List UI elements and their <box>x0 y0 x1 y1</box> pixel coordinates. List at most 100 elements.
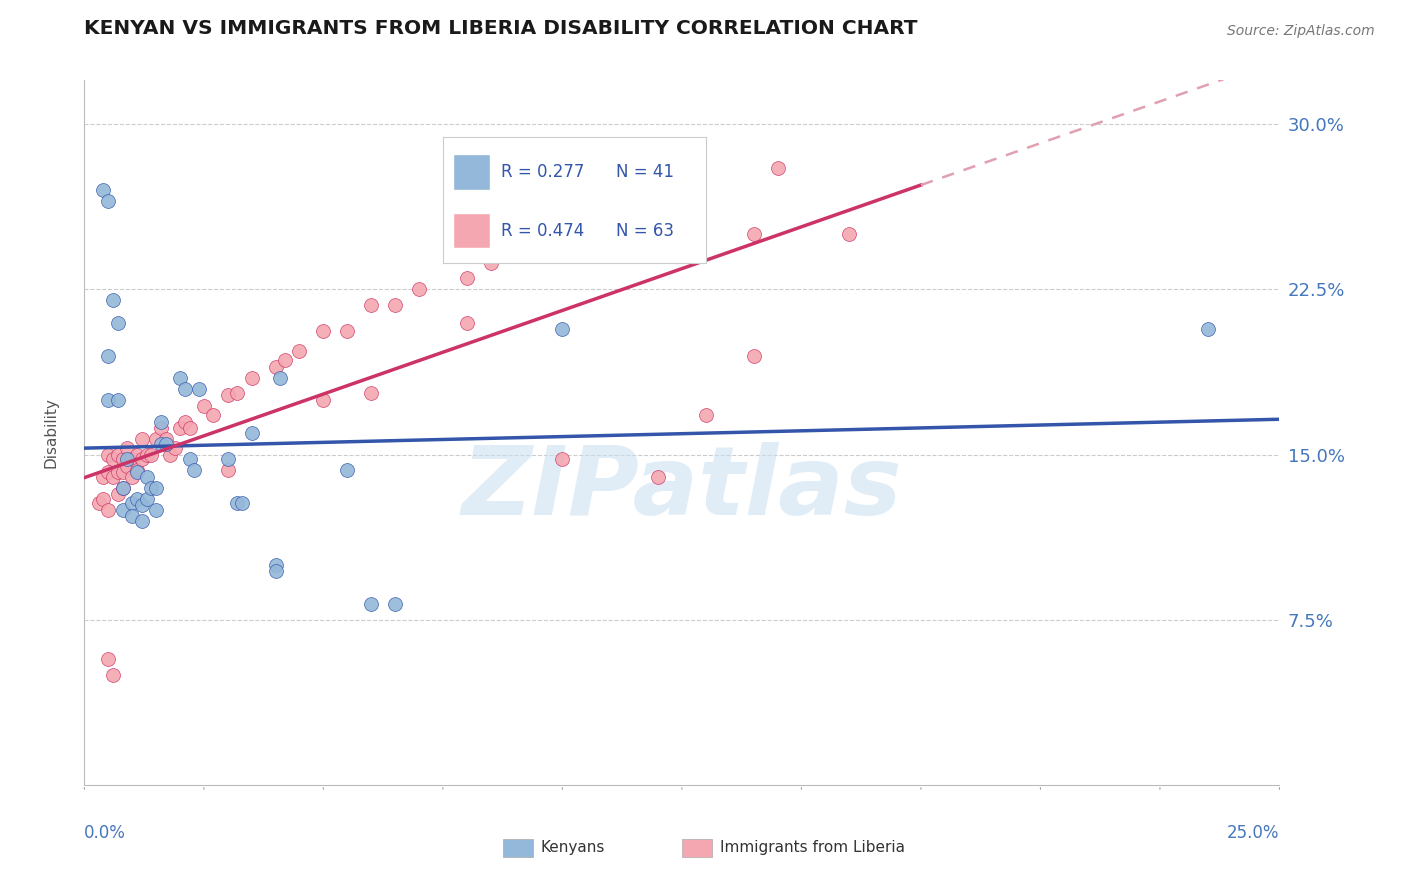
Point <box>312 392 335 407</box>
Point <box>188 382 211 396</box>
Point <box>141 448 163 462</box>
Point <box>695 408 717 422</box>
Point <box>408 283 430 297</box>
Point <box>125 448 148 462</box>
Point <box>107 392 129 407</box>
Point <box>131 452 153 467</box>
Point <box>145 481 167 495</box>
Point <box>97 392 120 407</box>
Point <box>202 408 225 422</box>
Point <box>269 370 291 384</box>
Point <box>360 298 382 312</box>
Point <box>107 316 129 330</box>
Point <box>479 256 502 270</box>
Point <box>117 452 139 467</box>
Point <box>240 425 263 440</box>
Point <box>107 487 129 501</box>
Point <box>336 463 359 477</box>
Point <box>551 452 574 467</box>
Point <box>173 382 195 396</box>
Text: Kenyans: Kenyans <box>541 840 605 855</box>
Point <box>93 491 115 506</box>
Point <box>145 502 167 516</box>
Point <box>173 415 195 429</box>
Point <box>226 386 249 401</box>
Point <box>384 598 406 612</box>
Point <box>217 388 239 402</box>
Point <box>456 316 478 330</box>
Point <box>1197 322 1219 336</box>
Point <box>165 441 187 455</box>
Point <box>111 481 134 495</box>
Point <box>101 452 124 467</box>
Point <box>111 502 134 516</box>
Text: 25.0%: 25.0% <box>1227 823 1279 842</box>
Point <box>101 469 124 483</box>
Point <box>336 324 359 338</box>
Point <box>87 496 110 510</box>
Point <box>838 227 860 242</box>
Point <box>125 463 148 477</box>
Point <box>742 349 765 363</box>
Point <box>384 298 406 312</box>
Point <box>360 598 382 612</box>
Point <box>169 370 191 384</box>
Point <box>145 432 167 446</box>
Point <box>155 436 177 450</box>
Point <box>231 496 253 510</box>
Point <box>149 421 172 435</box>
Text: 0.0%: 0.0% <box>84 823 127 842</box>
Bar <box>503 839 533 857</box>
Point <box>456 271 478 285</box>
Point <box>111 452 134 467</box>
Text: Source: ZipAtlas.com: Source: ZipAtlas.com <box>1227 24 1375 38</box>
Point <box>135 469 157 483</box>
Point <box>111 465 134 479</box>
Point <box>141 481 163 495</box>
Text: Disability: Disability <box>44 397 59 468</box>
Point <box>647 469 669 483</box>
Point <box>121 469 143 483</box>
Text: KENYAN VS IMMIGRANTS FROM LIBERIA DISABILITY CORRELATION CHART: KENYAN VS IMMIGRANTS FROM LIBERIA DISABI… <box>84 19 918 38</box>
Point <box>149 436 172 450</box>
Point <box>217 463 239 477</box>
Point <box>135 491 157 506</box>
Point <box>97 448 120 462</box>
Point <box>155 432 177 446</box>
Point <box>121 496 143 510</box>
Point <box>131 498 153 512</box>
Point <box>131 514 153 528</box>
Point <box>288 344 311 359</box>
Point <box>766 161 789 176</box>
Point <box>135 448 157 462</box>
Point <box>527 214 550 228</box>
Point <box>159 448 181 462</box>
Point <box>97 465 120 479</box>
Point <box>217 452 239 467</box>
Point <box>97 502 120 516</box>
Point <box>107 465 129 479</box>
Point <box>183 463 205 477</box>
Point <box>117 441 139 455</box>
Point <box>312 324 335 338</box>
Point <box>193 399 215 413</box>
Point <box>97 194 120 209</box>
Point <box>101 668 124 682</box>
Point <box>264 359 287 374</box>
Point <box>125 465 148 479</box>
Point <box>179 421 201 435</box>
Point <box>551 201 574 215</box>
Point <box>274 353 297 368</box>
Point <box>93 183 115 197</box>
Point <box>111 481 134 495</box>
Point <box>125 491 148 506</box>
Text: Immigrants from Liberia: Immigrants from Liberia <box>720 840 905 855</box>
Point <box>240 370 263 384</box>
Point <box>551 322 574 336</box>
Point <box>179 452 201 467</box>
Point <box>360 386 382 401</box>
Point <box>121 452 143 467</box>
Bar <box>682 839 711 857</box>
Point <box>97 349 120 363</box>
Point <box>107 448 129 462</box>
